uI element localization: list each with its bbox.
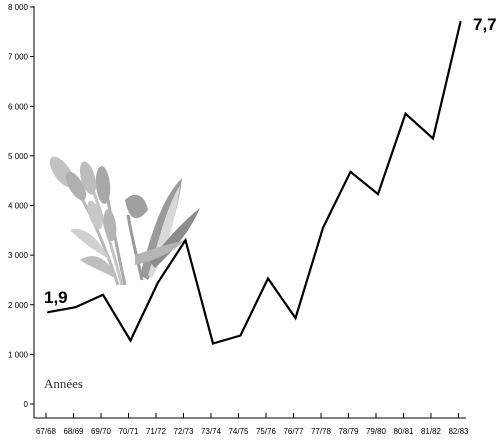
x-tick-label: 78/79 — [338, 427, 359, 436]
y-tick-label: 4 000 — [8, 202, 29, 211]
end-value-label: 7,7 — [473, 15, 497, 34]
y-tick-label: 7 000 — [8, 53, 29, 62]
data-point — [294, 317, 297, 320]
data-point — [47, 311, 49, 314]
x-tick-label: 74/75 — [228, 427, 249, 436]
x-axis-title: Années — [44, 376, 83, 391]
x-tick-label: 70/71 — [118, 427, 139, 436]
data-point — [212, 342, 214, 345]
data-point — [432, 137, 434, 140]
x-tick-label: 72/73 — [173, 427, 194, 436]
y-tick-label: 2 000 — [8, 301, 29, 310]
x-tick-label: 82/83 — [448, 427, 469, 436]
x-tick-label: 69/70 — [91, 427, 112, 436]
data-point — [239, 334, 242, 337]
y-tick-label: 6 000 — [8, 102, 29, 111]
y-tick-label: 0 — [24, 400, 29, 409]
start-value-label: 1,9 — [44, 288, 68, 307]
x-tick-label: 79/80 — [366, 427, 387, 436]
data-point — [322, 226, 324, 229]
y-tick-label: 3 000 — [8, 251, 29, 260]
x-tick-label: 76/77 — [283, 427, 304, 436]
x-tick-label: 75/76 — [256, 427, 277, 436]
data-point — [459, 20, 462, 23]
x-tick-label: 71/72 — [146, 427, 167, 436]
data-point — [74, 306, 77, 309]
x-tick-label: 67/68 — [36, 427, 57, 436]
data-point — [377, 193, 379, 196]
y-tick-label: 1 000 — [8, 350, 29, 359]
x-tick-label: 81/82 — [421, 427, 442, 436]
data-point — [349, 170, 352, 173]
data-point — [102, 293, 104, 296]
x-tick-label: 77/78 — [311, 427, 332, 436]
data-point — [129, 339, 132, 342]
y-tick-label: 5 000 — [8, 152, 29, 161]
data-point — [157, 281, 159, 284]
series-line — [47, 21, 462, 345]
data-point — [404, 112, 407, 115]
grain-illustration — [49, 156, 200, 286]
y-tick-label: 8 000 — [8, 3, 29, 12]
x-tick-label: 68/69 — [63, 427, 84, 436]
x-tick-label: 73/74 — [201, 427, 222, 436]
data-point — [184, 239, 187, 242]
x-tick-label: 80/81 — [393, 427, 414, 436]
data-point — [267, 277, 269, 280]
